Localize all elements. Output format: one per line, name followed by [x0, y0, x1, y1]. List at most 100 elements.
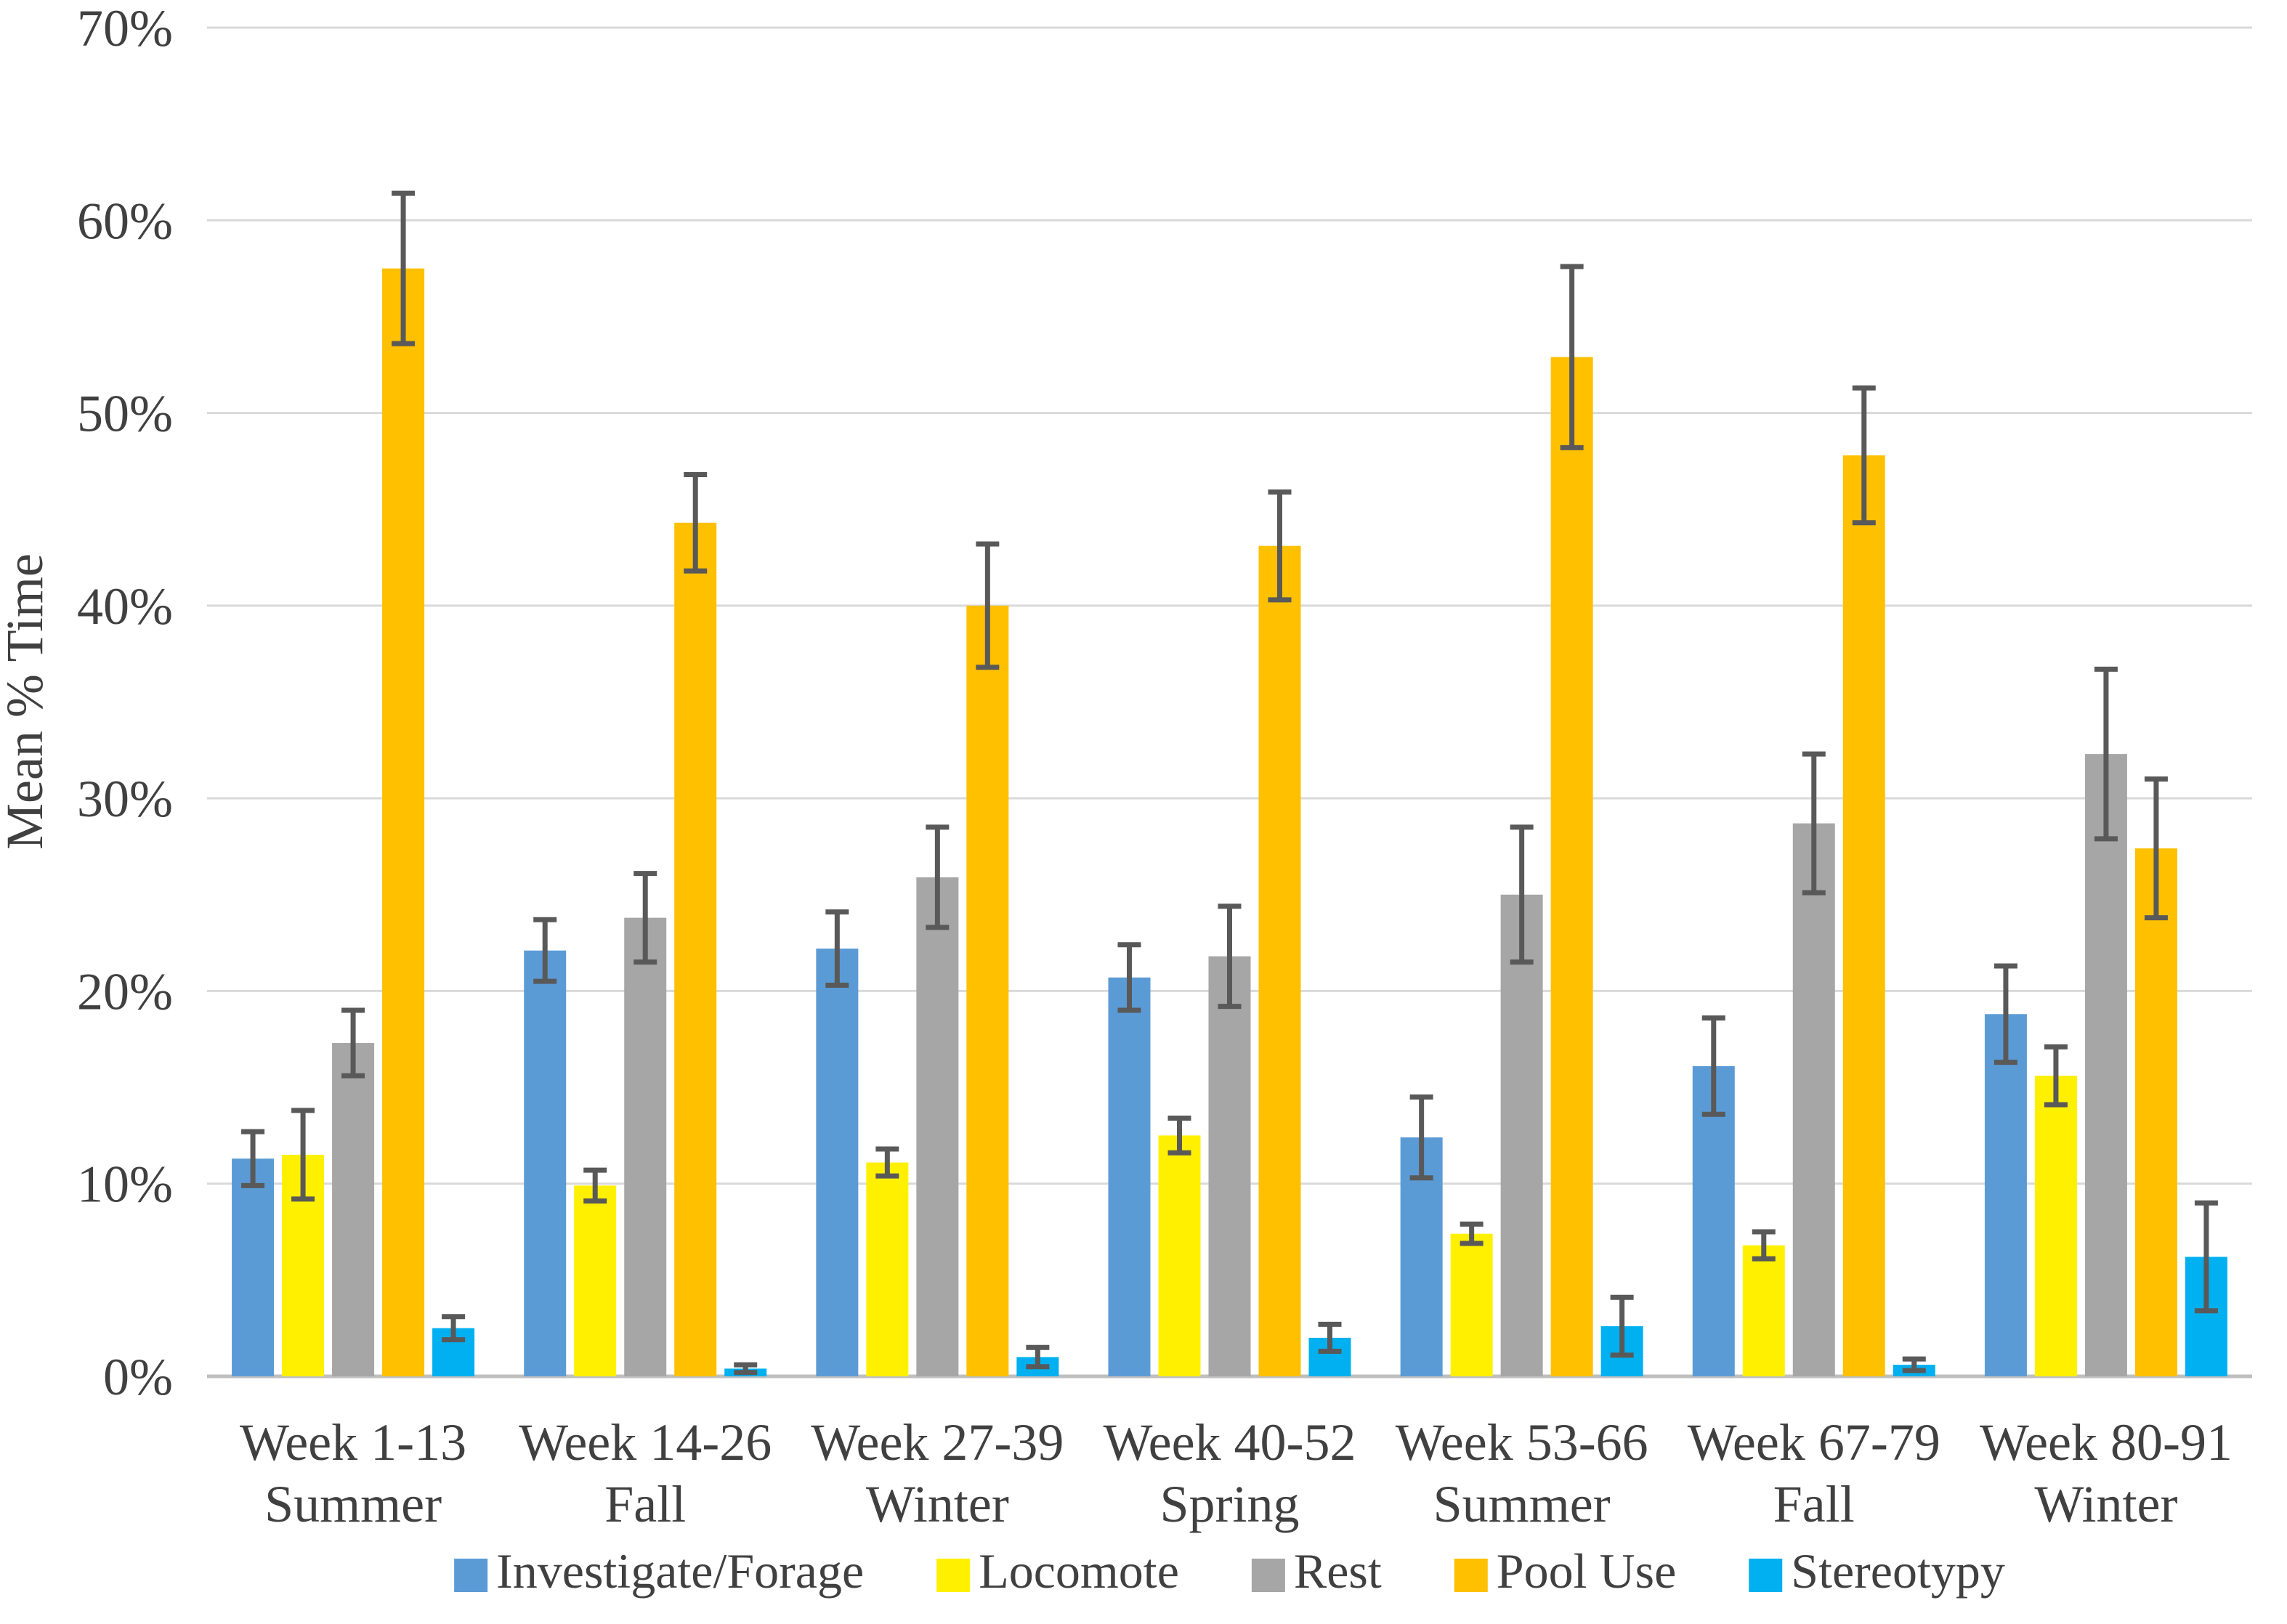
- y-tick-label-60pct: 60%: [77, 192, 173, 250]
- legend-label-investigate-forage: Investigate/Forage: [496, 1543, 864, 1599]
- error-bar-stereotypy-week-53-66: [1610, 1294, 1634, 1358]
- error-bar-rest-week-27-39: [926, 824, 950, 930]
- legend: Investigate/Forage Locomote Rest Pool Use St…: [454, 1543, 2005, 1599]
- x-sublabel-week-53-66-summer: Summer: [1433, 1475, 1611, 1533]
- bars-layer: [232, 268, 2227, 1377]
- error-bar-rest-week-53-66: [1510, 824, 1534, 965]
- error-bar-stereotypy-week-67-79: [1902, 1356, 1926, 1373]
- error-bar-investigate-forage-week-67-79: [1701, 1015, 1725, 1117]
- error-bar-pool-use-week-14-26: [684, 471, 708, 574]
- bar-pool-use-week-40-52: [1258, 545, 1301, 1376]
- bar-locomote-week-40-52: [1158, 1135, 1201, 1376]
- bar-investigate-forage-week-40-52: [1108, 977, 1151, 1376]
- error-bar-pool-use-week-1-13: [392, 190, 416, 346]
- bar-locomote-week-67-79: [1742, 1245, 1785, 1376]
- legend-label-rest: Rest: [1294, 1543, 1382, 1599]
- x-sublabel-week-67-79-fall: Fall: [1773, 1475, 1855, 1533]
- y-tick-label-0pct: 0%: [103, 1348, 173, 1406]
- y-tick-label-70pct: 70%: [77, 0, 173, 57]
- x-label-week-40-52: Week 40-52: [1103, 1413, 1356, 1471]
- legend-swatch-locomote: [936, 1559, 971, 1592]
- error-bar-investigate-forage-week-1-13: [241, 1129, 265, 1188]
- error-bar-investigate-forage-week-40-52: [1117, 942, 1141, 1013]
- bar-pool-use-week-80-91: [2134, 848, 2177, 1376]
- legend-label-locomote: Locomote: [979, 1543, 1179, 1599]
- bar-locomote-week-53-66: [1450, 1233, 1493, 1376]
- x-label-week-67-79: Week 67-79: [1688, 1413, 1940, 1471]
- error-bar-rest-week-40-52: [1218, 904, 1242, 1010]
- error-bar-stereotypy-week-40-52: [1318, 1321, 1342, 1355]
- y-tick-label-50pct: 50%: [77, 385, 173, 443]
- error-bar-pool-use-week-67-79: [1852, 385, 1876, 526]
- bar-investigate-forage-week-80-91: [1984, 1014, 2027, 1376]
- bar-rest-week-40-52: [1208, 956, 1251, 1376]
- y-axis-title: Mean % Time: [0, 553, 54, 850]
- x-label-week-80-91: Week 80-91: [1980, 1413, 2233, 1471]
- error-bars-layer: [241, 190, 2218, 1376]
- x-label-week-1-13: Week 1-13: [240, 1413, 466, 1471]
- error-bar-locomote-week-53-66: [1460, 1221, 1483, 1246]
- error-bar-locomote-week-14-26: [583, 1167, 607, 1204]
- y-tick-label-40pct: 40%: [77, 577, 173, 636]
- bar-pool-use-week-27-39: [966, 605, 1009, 1376]
- legend-swatch-stereotypy: [1749, 1559, 1783, 1592]
- x-sublabel-week-1-13-summer: Summer: [264, 1475, 442, 1533]
- y-tick-label-20pct: 20%: [77, 962, 173, 1020]
- bar-investigate-forage-week-67-79: [1692, 1065, 1735, 1376]
- bar-rest-week-53-66: [1500, 894, 1543, 1376]
- x-label-week-53-66: Week 53-66: [1396, 1413, 1648, 1471]
- x-label-week-27-39: Week 27-39: [811, 1413, 1064, 1471]
- error-bar-investigate-forage-week-14-26: [533, 917, 557, 984]
- legend-item-rest: Rest: [1251, 1543, 1382, 1599]
- bar-locomote-week-14-26: [574, 1185, 617, 1376]
- legend-swatch-rest: [1251, 1559, 1285, 1592]
- bar-pool-use-week-1-13: [382, 268, 425, 1376]
- error-bar-rest-week-80-91: [2094, 666, 2118, 842]
- y-tick-label-10pct: 10%: [77, 1156, 173, 1214]
- error-bar-locomote-week-40-52: [1167, 1116, 1191, 1156]
- error-bar-pool-use-week-40-52: [1268, 489, 1292, 603]
- bar-investigate-forage-week-1-13: [232, 1158, 275, 1376]
- error-bar-locomote-week-1-13: [291, 1108, 315, 1202]
- bar-locomote-week-80-91: [2034, 1076, 2077, 1376]
- bar-rest-week-14-26: [624, 917, 667, 1376]
- legend-swatch-pool-use: [1454, 1559, 1488, 1592]
- error-bar-stereotypy-week-14-26: [734, 1362, 758, 1376]
- bar-locomote-week-27-39: [866, 1162, 909, 1376]
- bar-rest-week-27-39: [916, 877, 959, 1376]
- bar-rest-week-1-13: [332, 1043, 375, 1376]
- error-bar-pool-use-week-80-91: [2144, 776, 2168, 921]
- error-bar-stereotypy-week-27-39: [1026, 1344, 1050, 1370]
- error-bar-pool-use-week-27-39: [976, 541, 1000, 670]
- y-axis-tick-labels: 0% 10% 20% 30% 40% 50% 60% 70%: [77, 0, 173, 1406]
- bar-pool-use-week-67-79: [1842, 455, 1885, 1376]
- legend-item-investigate-forage: Investigate/Forage: [454, 1543, 864, 1599]
- error-bar-investigate-forage-week-27-39: [825, 909, 849, 988]
- legend-label-stereotypy: Stereotypy: [1791, 1543, 2005, 1599]
- error-bar-locomote-week-27-39: [875, 1146, 899, 1179]
- x-sublabel-week-40-52-spring: Spring: [1159, 1475, 1299, 1533]
- bar-investigate-forage-week-14-26: [524, 950, 567, 1376]
- bar-rest-week-80-91: [2084, 754, 2127, 1376]
- legend-item-pool-use: Pool Use: [1454, 1543, 1676, 1599]
- x-sublabel-week-80-91-winter: Winter: [2034, 1475, 2177, 1533]
- error-bar-stereotypy-week-1-13: [442, 1314, 466, 1343]
- x-sublabel-week-27-39-winter: Winter: [866, 1475, 1009, 1533]
- legend-item-stereotypy: Stereotypy: [1749, 1543, 2005, 1599]
- legend-item-locomote: Locomote: [936, 1543, 1179, 1599]
- error-bar-investigate-forage-week-53-66: [1409, 1094, 1433, 1181]
- y-tick-label-30pct: 30%: [77, 770, 173, 828]
- error-bar-locomote-week-80-91: [2044, 1044, 2068, 1108]
- bar-investigate-forage-week-27-39: [816, 949, 859, 1376]
- error-bar-pool-use-week-53-66: [1560, 264, 1584, 450]
- bar-pool-use-week-14-26: [674, 522, 717, 1376]
- bar-rest-week-67-79: [1792, 823, 1835, 1376]
- x-sublabel-week-14-26-fall: Fall: [604, 1475, 686, 1533]
- error-bar-rest-week-67-79: [1802, 751, 1826, 896]
- error-bar-stereotypy-week-80-91: [2194, 1200, 2218, 1314]
- error-bar-investigate-forage-week-80-91: [1993, 963, 2017, 1065]
- legend-swatch-investigate-forage: [454, 1559, 488, 1592]
